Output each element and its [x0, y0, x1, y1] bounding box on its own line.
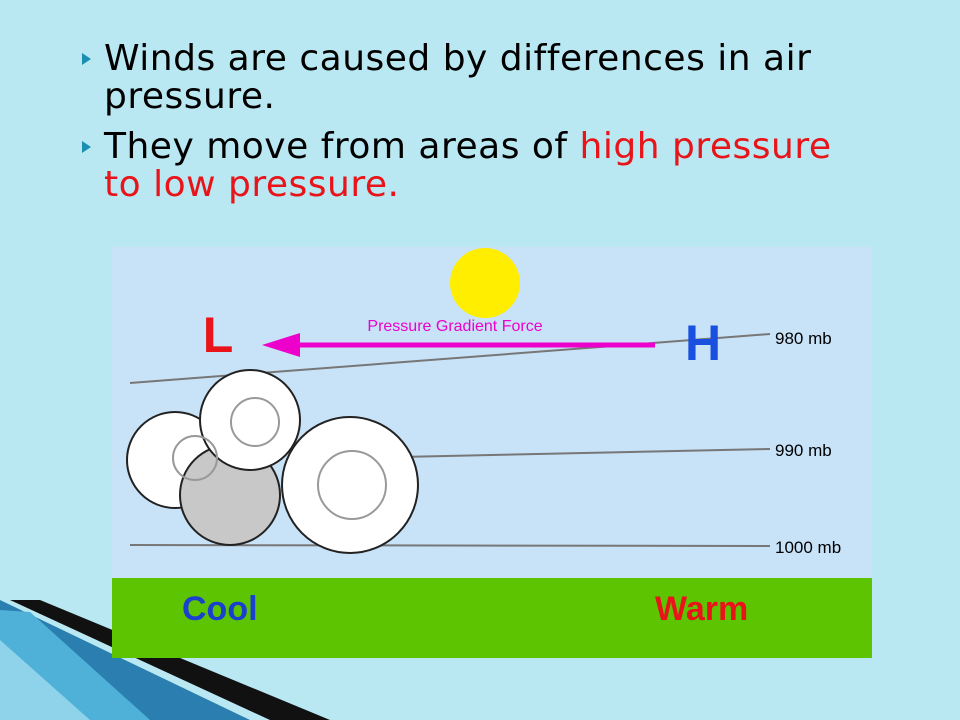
ground-left-label: Cool [182, 590, 258, 628]
clouds [126, 369, 419, 554]
sun [450, 248, 520, 318]
ground-right-label: Warm [655, 590, 748, 628]
isobar-label: 980 mb [775, 329, 832, 348]
bullet-marker [82, 53, 91, 65]
stripe [0, 640, 90, 720]
low-label: L [203, 307, 234, 363]
isobar [399, 448, 771, 458]
bullet-text: They move from areas of high pressure to… [104, 128, 844, 204]
bullet-text: Winds are caused by differences in air p… [104, 38, 812, 117]
highlight-text: high pressure to low pressure. [104, 126, 832, 205]
isobar-label: 990 mb [775, 441, 832, 460]
stripe [10, 600, 330, 720]
wind-diagram: Pressure Gradient Force L H 980 mb 990 m… [112, 247, 872, 658]
bullet-text: They move from areas of [104, 126, 580, 167]
arrow-label: Pressure Gradient Force [367, 318, 542, 335]
bullet-marker [82, 141, 91, 153]
isobar-label: 1000 mb [775, 538, 841, 557]
ground [112, 578, 872, 658]
arrow-head [262, 333, 300, 357]
high-label: H [685, 315, 721, 371]
